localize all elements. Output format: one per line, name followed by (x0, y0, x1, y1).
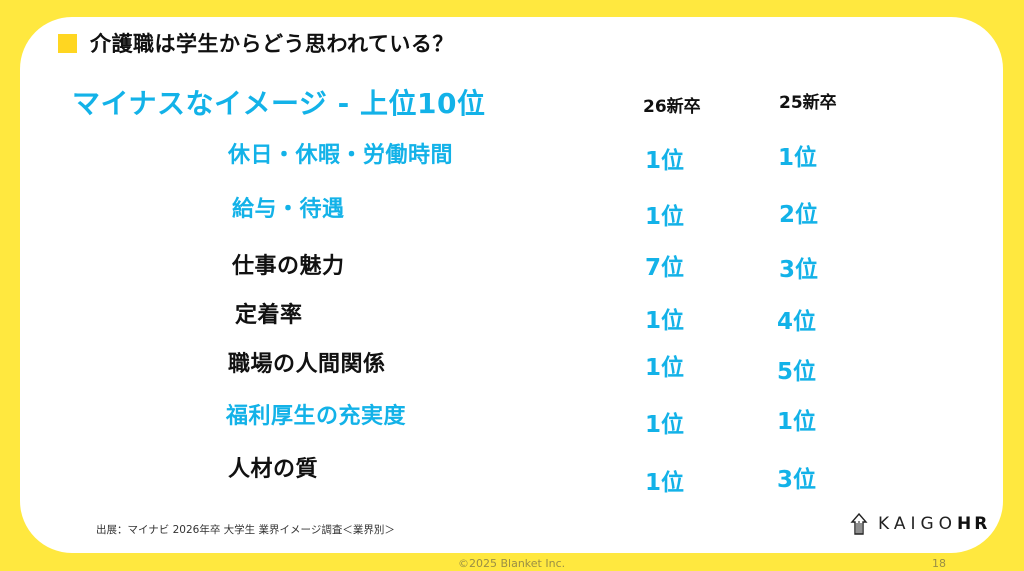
rank-26: 7位 (645, 255, 685, 281)
item-label: 定着率 (235, 303, 303, 328)
rank-25: 2位 (779, 202, 819, 228)
column-header-26: 26新卒 (643, 97, 701, 117)
item-label: 給与・待遇 (232, 197, 345, 222)
kaigohr-logo: KAIGO HR (850, 512, 990, 536)
item-label: 仕事の魅力 (232, 254, 345, 279)
item-label: 福利厚生の充実度 (226, 404, 407, 429)
logo-text-hr: HR (957, 514, 991, 534)
column-header-25: 25新卒 (779, 93, 837, 113)
page-number: 18 (932, 557, 946, 570)
arrow-up-icon (850, 513, 868, 535)
slide-title-row: 介護職は学生からどう思われている？ (58, 28, 454, 58)
rank-26: 1位 (645, 148, 685, 174)
rank-26: 1位 (645, 412, 685, 438)
rank-26: 1位 (645, 355, 685, 381)
item-label: 休日・休暇・労働時間 (228, 143, 454, 168)
rank-25: 1位 (777, 409, 817, 435)
item-label: 職場の人間関係 (228, 352, 386, 377)
rank-25: 3位 (777, 467, 817, 493)
slide-title: 介護職は学生からどう思われている？ (90, 32, 454, 56)
rank-26: 1位 (645, 470, 685, 496)
rank-25: 4位 (777, 309, 817, 335)
rank-25: 1位 (778, 145, 818, 171)
rank-26: 1位 (645, 308, 685, 334)
rank-25: 5位 (777, 359, 817, 385)
slide-card (20, 17, 1003, 553)
rank-25: 3位 (779, 257, 819, 283)
source-citation: 出展：マイナビ 2026年卒 大学生 業界イメージ調査＜業界別＞ (96, 524, 395, 536)
title-bullet-square (58, 33, 77, 53)
slide-subtitle: マイナスなイメージ - 上位10位 (72, 87, 486, 120)
logo-text-kaigo: KAIGO (878, 514, 958, 534)
rank-26: 1位 (645, 204, 685, 230)
footer-copyright: ©2025 Blanket Inc. (458, 557, 566, 570)
item-label: 人材の質 (228, 457, 319, 482)
